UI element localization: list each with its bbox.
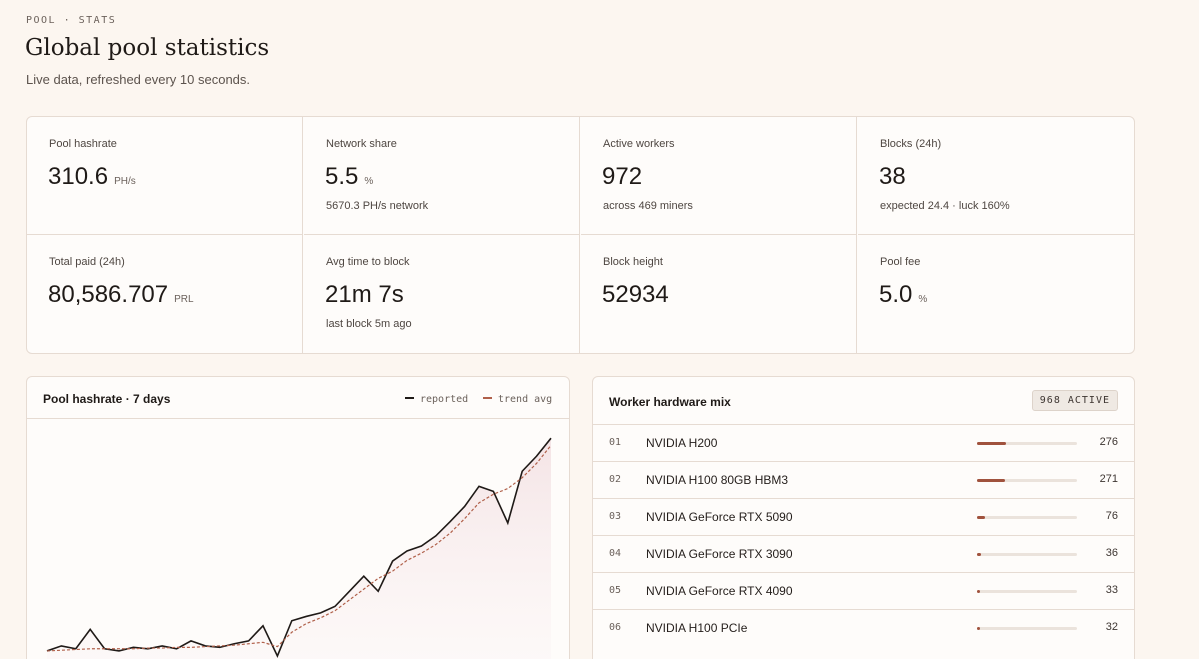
stat-value-wrap: 5.5%: [325, 163, 373, 191]
hardware-row: 01 NVIDIA H200 276: [593, 424, 1134, 462]
card-title: Pool hashrate · 7 days: [43, 392, 171, 406]
bar-track: [977, 553, 1077, 556]
active-label: ACTIVE: [1067, 395, 1110, 406]
stat-value: 5.0: [879, 281, 913, 308]
subtitle: Live data, refreshed every 10 seconds.: [26, 72, 251, 87]
stat-value: 5.5: [325, 163, 359, 190]
stat-card: Pool fee 5.0%: [858, 235, 1134, 353]
row-count: 276: [1099, 436, 1118, 448]
stat-unit: %: [364, 176, 374, 187]
stat-label: Block height: [603, 256, 663, 268]
stat-value-wrap: 972: [602, 163, 642, 191]
row-rank: 01: [609, 437, 622, 448]
hardware-row: 05 NVIDIA GeForce RTX 4090 33: [593, 572, 1134, 610]
bar: [977, 590, 981, 593]
stat-value: 21m 7s: [325, 281, 404, 308]
row-rank: 02: [609, 474, 622, 485]
stat-value: 972: [602, 163, 643, 190]
stat-card: Network share 5.5% 5670.3 PH/s network: [304, 117, 580, 235]
stats-grid: Pool hashrate 310.6 PH/s Network share 5.5% 5…: [26, 116, 1135, 354]
row-name: NVIDIA H100 PCIe: [646, 621, 748, 635]
series-line: [46, 437, 552, 658]
stat-note: 5670.3 PH/s network: [326, 200, 429, 212]
page-title: Global pool statistics: [25, 35, 270, 61]
bar: [977, 479, 1005, 482]
stat-value: 38: [879, 163, 906, 190]
stat-card: Block height 52934: [581, 235, 857, 353]
row-rank: 05: [609, 585, 622, 596]
stat-value-wrap: 5.0%: [879, 281, 927, 309]
stat-unit: %: [918, 294, 928, 305]
active-badge: 968 ACTIVE: [1031, 390, 1118, 411]
row-name: NVIDIA GeForce RTX 4090: [646, 584, 793, 598]
row-count: 36: [1105, 547, 1118, 559]
row-count: 32: [1105, 621, 1118, 633]
stat-unit: PH/s: [114, 176, 136, 187]
stat-value: 52934: [602, 281, 669, 308]
row-name: NVIDIA GeForce RTX 3090: [646, 547, 793, 561]
hardware-row: 03 NVIDIA GeForce RTX 5090 76: [593, 498, 1134, 536]
active-count: 968: [1039, 395, 1061, 406]
stat-label: Active workers: [603, 138, 675, 150]
bar-track: [977, 479, 1077, 482]
hardware-row: 02 NVIDIA H100 80GB HBM3 271: [593, 461, 1134, 499]
divider: [27, 418, 569, 419]
bar: [977, 553, 981, 556]
stat-note: last block 5m ago: [326, 318, 412, 330]
bar-track: [977, 516, 1077, 519]
bar-track: [977, 627, 1077, 630]
stat-value: 80,586.707: [48, 281, 169, 308]
stat-value-wrap: 310.6 PH/s: [48, 163, 136, 191]
stat-note: expected 24.4 · luck 160%: [880, 200, 1010, 212]
bar-track: [977, 442, 1077, 445]
bar-track: [977, 590, 1077, 593]
row-count: 76: [1105, 510, 1118, 522]
stat-card: Blocks (24h) 38 expected 24.4 · luck 160%: [858, 117, 1134, 235]
stat-label: Network share: [326, 138, 397, 150]
row-name: NVIDIA GeForce RTX 5090: [646, 510, 793, 524]
bar: [977, 442, 1006, 445]
bar: [977, 627, 981, 630]
stat-value-wrap: 21m 7s: [325, 281, 404, 309]
hashrate-card: Pool hashrate · 7 days reported trend avg: [26, 376, 570, 659]
stat-label: Avg time to block: [326, 256, 410, 268]
stat-label: Blocks (24h): [880, 138, 942, 150]
stat-label: Pool fee: [880, 256, 921, 268]
stat-card: Pool hashrate 310.6 PH/s: [27, 117, 303, 235]
stat-unit: PRL: [174, 294, 194, 305]
hardware-row: 04 NVIDIA GeForce RTX 3090 36: [593, 535, 1134, 573]
area: [47, 438, 551, 659]
legend-label: trend avg: [498, 394, 552, 405]
hardware-card: Worker hardware mix 968 ACTIVE 01 NVIDIA …: [592, 376, 1135, 659]
row-name: NVIDIA H200: [646, 436, 718, 450]
row-rank: 06: [609, 622, 622, 633]
bar: [977, 516, 985, 519]
stat-label: Pool hashrate: [49, 138, 117, 150]
eyebrow: POOL · STATS: [26, 15, 117, 26]
stat-value-wrap: 38: [879, 163, 906, 191]
chart: reported trend avg: [46, 394, 552, 659]
series-line: [46, 444, 552, 652]
stat-card: Total paid (24h) 80,586.707 PRL: [27, 235, 303, 353]
stat-label: Total paid (24h): [49, 256, 125, 268]
row-rank: 03: [609, 511, 622, 522]
legend-label: reported: [420, 394, 468, 405]
stat-value-wrap: 80,586.707 PRL: [48, 281, 194, 309]
row-name: NVIDIA H100 80GB HBM3: [646, 473, 789, 487]
row-count: 271: [1099, 473, 1118, 485]
stat-note: across 469 miners: [603, 200, 693, 212]
stat-value-wrap: 52934: [602, 281, 669, 309]
hardware-row: 06 NVIDIA H100 PCIe 32: [593, 609, 1134, 647]
stat-card: Active workers 972 across 469 miners: [581, 117, 857, 235]
stat-value: 310.6: [48, 163, 109, 190]
card-title: Worker hardware mix: [609, 395, 731, 409]
stat-card: Avg time to block 21m 7s last block 5m ago: [304, 235, 580, 353]
row-count: 33: [1105, 584, 1118, 596]
row-rank: 04: [609, 548, 622, 559]
